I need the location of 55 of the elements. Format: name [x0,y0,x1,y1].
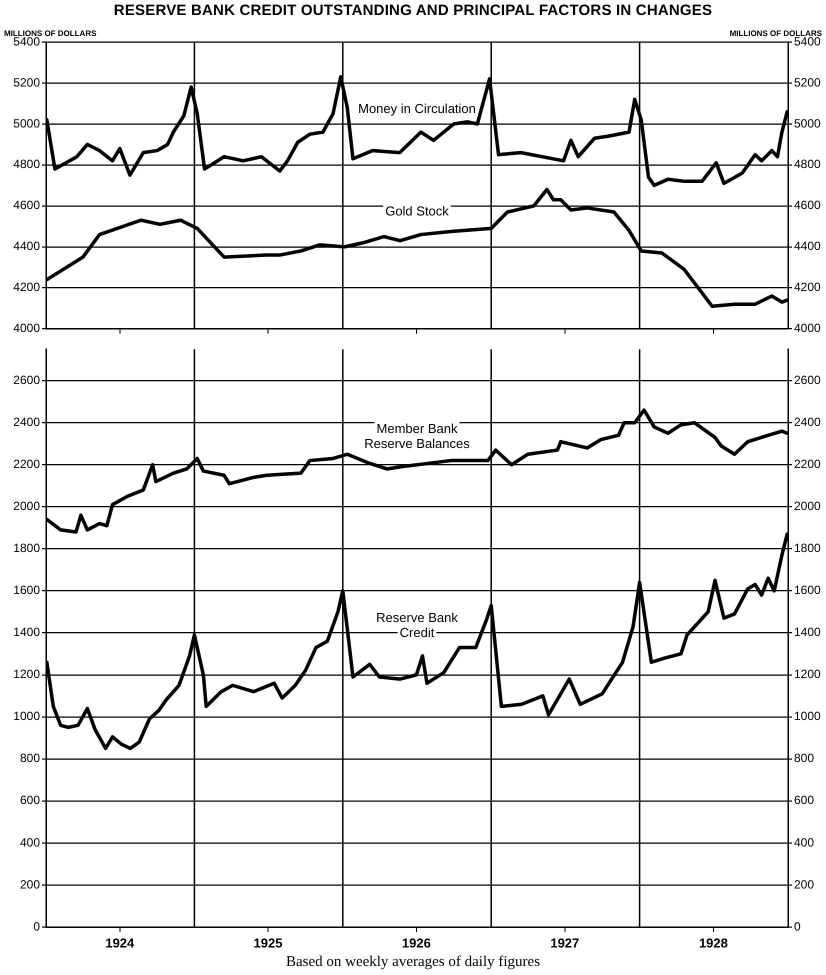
x-tick-label: 1925 [254,935,282,950]
y-tick-label: 5000 [13,116,40,130]
y2-tick-label: 1800 [794,541,822,556]
y-tick-label: 0 [33,919,40,934]
y2-tick-label: 1600 [794,583,822,598]
y2-tick-label: 0 [794,919,801,934]
y-tick-label: 1600 [13,583,40,598]
y2-tick-label: 200 [794,877,814,892]
x-tick-label: 1928 [698,935,728,950]
y2-tick-label: 2400 [794,415,822,430]
y2-tick-label: 4800 [794,157,822,172]
y-tick-label: 4600 [13,198,40,212]
y-tick-label: 5200 [13,75,40,90]
y-tick-label: 200 [20,877,40,892]
y-tick-label: 2000 [13,499,40,514]
y2-tick-label: 400 [794,835,814,850]
y-tick-label: 400 [20,835,40,850]
y-tick-label: 4200 [13,280,40,294]
y2-tick-label: 600 [794,793,814,808]
y2-tick-label: 4000 [794,321,822,336]
y2-tick-label: 4600 [794,198,822,212]
series-label: Gold Stock [385,204,450,219]
y-tick-label: 1200 [13,667,40,682]
y2-tick-label: 2200 [794,457,822,472]
y-tick-label: 2400 [13,415,40,430]
chart-title: RESERVE BANK CREDIT OUTSTANDING AND PRINCIPAL FACTORS IN CHANGES [112,2,714,19]
y2-tick-label: 800 [794,751,814,766]
y-tick-label: 2600 [13,373,40,388]
series-label: Reserve Bank Credit [376,610,458,640]
x-tick-label: 1926 [402,935,431,950]
x-tick-label: 1924 [105,935,136,950]
y-tick-label: 2200 [13,457,40,472]
y-tick-label: 800 [20,751,40,766]
y-tick-label: 4400 [13,239,40,254]
y-tick-label: 4000 [13,321,40,336]
y-tick-label: 600 [20,793,40,808]
y2-tick-label: 1400 [794,625,822,640]
x-tick-label: 1927 [550,935,580,950]
y-tick-label: 1800 [13,541,40,556]
series-label: Money in Circulation [358,101,476,116]
y2-tick-label: 1000 [794,709,822,724]
y-tick-label: 1000 [13,709,40,724]
y2-tick-label: 5200 [794,75,822,90]
y2-axis-title: MILLIONS OF DOLLARS [730,29,823,38]
y2-tick-label: 5000 [794,116,822,130]
y-tick-label: 4800 [13,157,40,172]
y2-tick-label: 1200 [794,667,822,682]
y2-tick-label: 2600 [794,373,822,388]
y-axis-title: MILLIONS OF DOLLARS [4,29,98,38]
y2-tick-label: 4200 [794,280,822,294]
text: Based on weekly averages of daily figures [284,954,542,971]
y-tick-label: 1400 [13,625,40,640]
series-label: Member Bank Reserve Balances [364,420,470,451]
y2-tick-label: 2000 [794,499,822,514]
y2-tick-label: 4400 [794,239,822,254]
